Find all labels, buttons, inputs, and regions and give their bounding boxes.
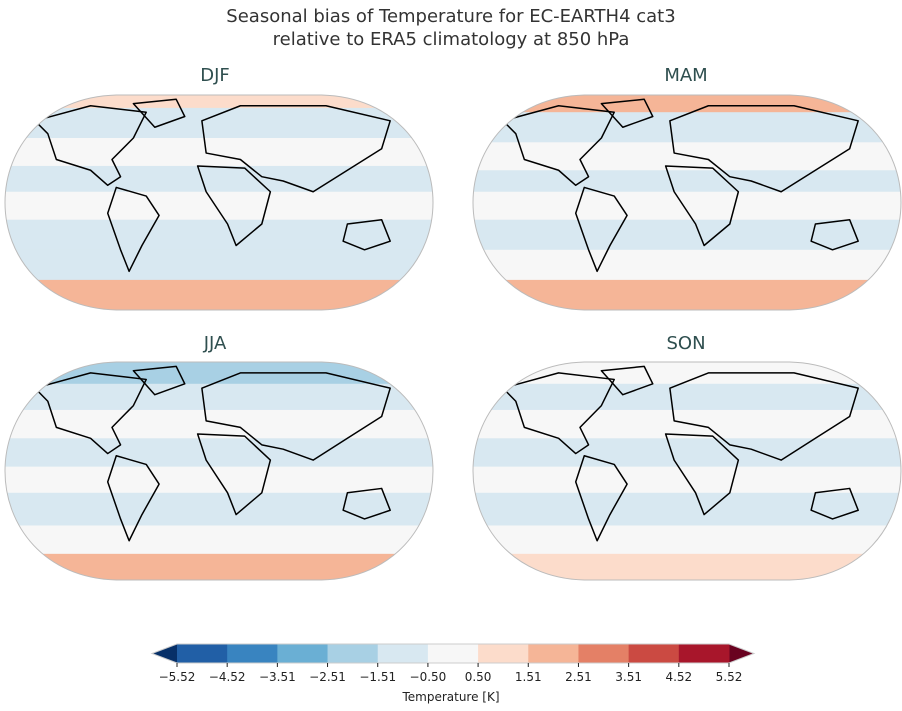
bias-band: [5, 525, 433, 555]
colorbar-over-arrow: [729, 644, 754, 663]
bias-field: [5, 362, 433, 580]
bias-band: [5, 249, 433, 281]
colorbar-tick-label: 1.51: [515, 670, 542, 684]
bias-band: [473, 362, 901, 385]
map-border: [4, 94, 434, 311]
coastline: [342, 487, 391, 520]
colorbar-segment: [578, 644, 630, 663]
colorbar-segment: [327, 644, 379, 663]
panel-title-jja: JJA: [203, 333, 227, 354]
bias-field: [5, 95, 433, 310]
coastline: [664, 433, 740, 516]
coastline: [669, 372, 859, 461]
colorbar-tick-label: −2.51: [309, 670, 346, 684]
colorbar-tick-label: 4.52: [665, 670, 692, 684]
bias-band: [473, 553, 901, 580]
bias-band: [5, 107, 433, 139]
bias-band: [5, 279, 433, 310]
colorbar-tick-label: −0.50: [410, 670, 447, 684]
colorbar-segment: [678, 644, 730, 663]
coastline: [34, 372, 147, 455]
bias-band: [473, 112, 901, 144]
coastline: [132, 365, 186, 396]
colorbar-segment: [177, 644, 228, 663]
bias-band: [473, 279, 901, 310]
colorbar-tick-label: −3.51: [259, 670, 296, 684]
bias-band: [473, 525, 901, 555]
panel-title-son: SON: [666, 333, 705, 354]
colorbar-segment: [277, 644, 329, 663]
colorbar-tick-label: −1.51: [359, 670, 396, 684]
bias-band: [473, 249, 901, 281]
bias-band: [473, 438, 901, 468]
bias-field: [473, 95, 901, 310]
coastline: [342, 218, 391, 251]
bias-band: [473, 191, 901, 221]
map-panel-mam: [472, 94, 902, 311]
map-panel-djf: [4, 94, 434, 311]
coastline: [201, 372, 391, 461]
map-panel-jja: [4, 361, 434, 581]
coastline: [669, 105, 859, 193]
bias-band: [5, 95, 433, 109]
colorbar-segment: [478, 644, 529, 663]
bias-band: [5, 553, 433, 580]
bias-band: [5, 191, 433, 221]
coastline: [574, 186, 628, 273]
colorbar-segment: [427, 644, 479, 663]
figure-title-line1: Seasonal bias of Temperature for EC-EART…: [226, 6, 675, 27]
coastline: [502, 105, 615, 187]
coastline: [810, 487, 859, 520]
colorbar: −5.52 −4.52 −3.51 −2.51 −1.51 −0.50 0.50 1.51 2.…: [150, 643, 756, 684]
coastline: [600, 365, 654, 396]
map-border: [472, 361, 902, 581]
coastline: [106, 454, 160, 542]
coastline: [106, 186, 160, 273]
map-panel-son: [472, 361, 902, 581]
colorbar-tick-label: 3.51: [615, 670, 642, 684]
bias-band: [473, 219, 901, 251]
map-border: [472, 94, 902, 311]
coastline: [196, 433, 272, 516]
coastline: [34, 105, 147, 187]
colorbar-tick-label: −5.52: [159, 670, 196, 684]
bias-band: [473, 170, 901, 193]
bias-band: [5, 362, 433, 385]
colorbar-segment: [528, 644, 579, 663]
bias-band: [5, 438, 433, 468]
bias-band: [473, 492, 901, 527]
colorbar-tick-label: −4.52: [209, 670, 246, 684]
coastline: [201, 105, 391, 193]
map-border: [4, 361, 434, 581]
coastline: [502, 372, 615, 455]
colorbar-tick-label: 2.51: [565, 670, 592, 684]
colorbar-segment: [628, 644, 680, 663]
panel-title-djf: DJF: [200, 65, 230, 86]
colorbar-segment: [377, 644, 429, 663]
coastline: [132, 98, 186, 128]
panel-title-mam: MAM: [664, 65, 707, 86]
colorbar-label: Temperature [K]: [401, 690, 499, 704]
coastline: [664, 165, 740, 247]
bias-band: [5, 383, 433, 411]
colorbar-under-arrow: [152, 644, 177, 663]
bias-band: [5, 138, 433, 167]
bias-band: [473, 383, 901, 411]
colorbar-segment: [227, 644, 278, 663]
figure-title-line2: relative to ERA5 climatology at 850 hPa: [273, 29, 630, 50]
colorbar-tick-label: 0.50: [465, 670, 492, 684]
coastline: [196, 165, 272, 247]
coastline: [600, 98, 654, 128]
bias-field: [473, 362, 901, 580]
coastline: [810, 218, 859, 251]
colorbar-tick-label: 5.52: [716, 670, 743, 684]
bias-band: [5, 219, 433, 251]
coastline: [574, 454, 628, 542]
bias-band: [5, 492, 433, 527]
bias-band: [5, 165, 433, 193]
